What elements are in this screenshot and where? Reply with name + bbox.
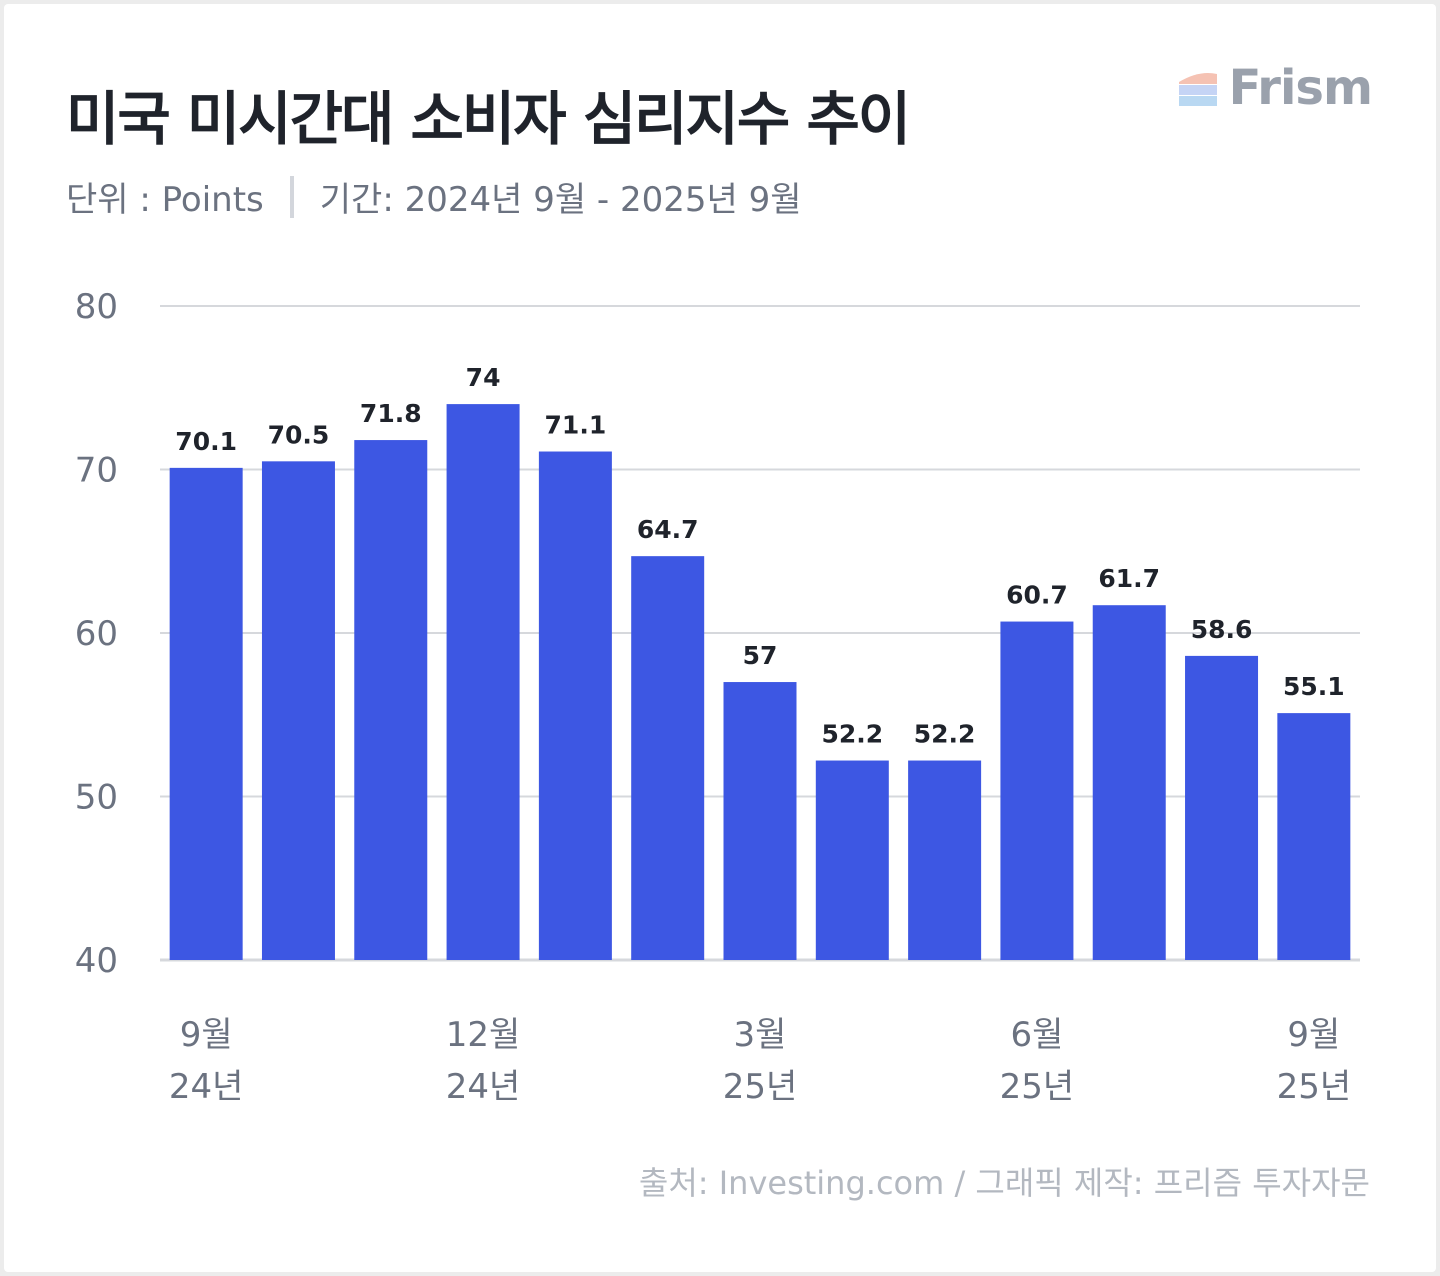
y-tick-label: 80 xyxy=(75,287,118,327)
subtitle-divider xyxy=(289,175,294,218)
data-label: 61.7 xyxy=(1098,564,1160,593)
x-tick-year: 25년 xyxy=(1000,1067,1075,1107)
data-label: 64.7 xyxy=(637,515,699,544)
data-label: 58.6 xyxy=(1191,615,1253,644)
x-tick-year: 25년 xyxy=(1277,1067,1352,1107)
bar-2024-09 xyxy=(169,467,243,960)
bar-2024-11 xyxy=(354,440,428,960)
data-label: 57 xyxy=(743,641,778,670)
bar-2024-12 xyxy=(446,404,520,961)
x-tick-year: 24년 xyxy=(169,1067,244,1107)
x-tick-month: 9월 xyxy=(1287,1015,1340,1055)
data-label: 52.2 xyxy=(914,720,976,749)
bar-2025-04 xyxy=(815,760,889,960)
bar-2025-05 xyxy=(908,760,982,960)
y-tick-label: 60 xyxy=(75,614,118,654)
data-label: 70.1 xyxy=(175,427,237,456)
data-label: 71.1 xyxy=(545,411,607,440)
data-labels: 70.1 70.5 71.8 74 71.1 64.7 57 52.2 52.2 60.7 61.7… xyxy=(175,363,1344,748)
data-label: 70.5 xyxy=(268,420,330,449)
x-tick-month: 6월 xyxy=(1010,1015,1063,1055)
bar-2025-06 xyxy=(1000,621,1074,960)
source-note: 출처: Investing.com / 그래픽 제작: 프리즘 투자자문 xyxy=(638,1164,1370,1202)
bars xyxy=(169,404,1351,961)
unit-label: 단위 : Points xyxy=(66,180,264,220)
x-tick-year: 25년 xyxy=(723,1067,798,1107)
chart-title: 미국 미시간대 소비자 심리지수 추이 xyxy=(66,85,911,153)
data-label: 60.7 xyxy=(1006,581,1068,610)
x-tick-month: 3월 xyxy=(734,1015,787,1055)
chart-subtitle: 단위 : Points 기간: 2024년 9월 - 2025년 9월 xyxy=(66,172,802,221)
frism-logo-icon xyxy=(1178,73,1217,106)
bar-2025-02 xyxy=(631,556,705,960)
x-tick-month: 9월 xyxy=(180,1015,233,1055)
bar-2025-08 xyxy=(1185,655,1259,960)
y-tick-label: 50 xyxy=(75,778,118,818)
data-label: 55.1 xyxy=(1283,672,1345,701)
bar-2025-03 xyxy=(723,682,797,960)
x-tick-year: 24년 xyxy=(446,1067,521,1107)
bar-2025-07 xyxy=(1092,605,1166,960)
bar-2025-01 xyxy=(538,451,612,960)
y-tick-label: 40 xyxy=(75,941,118,981)
x-axis-ticks: 9월 24년 12월 24년 3월 25년 6월 25년 9월 25년 xyxy=(169,1015,1351,1107)
y-tick-label: 70 xyxy=(75,451,118,491)
x-tick-month: 12월 xyxy=(446,1015,521,1055)
bar-2025-09 xyxy=(1277,713,1351,960)
chart-card xyxy=(4,4,1436,1272)
brand-name: Frism xyxy=(1228,60,1373,116)
period-label: 기간: 2024년 9월 - 2025년 9월 xyxy=(319,180,802,220)
data-label: 74 xyxy=(466,363,501,392)
data-label: 52.2 xyxy=(821,720,883,749)
bar-2024-10 xyxy=(261,461,335,960)
brand-logo: Frism xyxy=(1177,60,1373,116)
data-label: 71.8 xyxy=(360,399,422,428)
y-axis-ticks: 80 70 60 50 40 xyxy=(75,287,118,981)
